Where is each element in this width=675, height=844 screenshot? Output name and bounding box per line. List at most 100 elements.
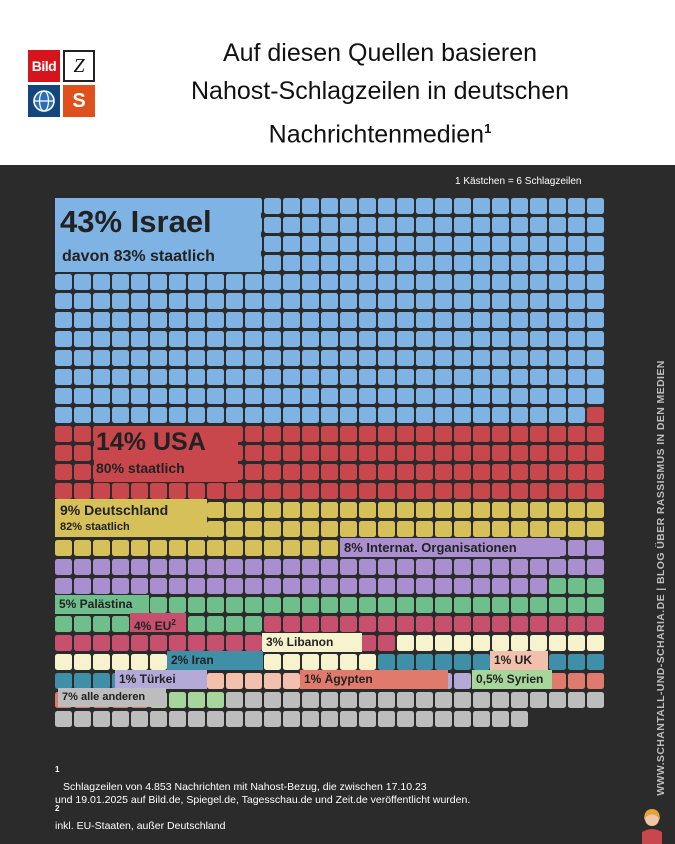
waffle-square-io — [416, 578, 433, 595]
footnote-1-line-2: und 19.01.2025 auf Bild.de, Spiegel.de, … — [55, 793, 471, 806]
waffle-square-libanon — [568, 635, 585, 652]
waffle-square-israel — [74, 331, 91, 348]
waffle-square-israel — [530, 407, 547, 424]
waffle-square-israel — [568, 407, 585, 424]
waffle-square-iran — [435, 654, 452, 671]
waffle-square-israel — [207, 293, 224, 310]
waffle-square-israel — [568, 350, 585, 367]
waffle-square-israel — [55, 350, 72, 367]
waffle-square-eu — [169, 635, 186, 652]
waffle-square-io — [321, 559, 338, 576]
label-israel-title: 43% Israel — [60, 204, 212, 239]
label-eu-mark: 2 — [171, 618, 176, 627]
waffle-square-andere — [302, 692, 319, 709]
waffle-square-israel — [397, 217, 414, 234]
waffle-square-deutschland — [245, 502, 262, 519]
waffle-square-io — [530, 559, 547, 576]
waffle-square-israel — [568, 236, 585, 253]
waffle-square-deutschland — [549, 521, 566, 538]
waffle-square-israel — [207, 350, 224, 367]
waffle-square-deutschland — [435, 502, 452, 519]
waffle-square-israel — [473, 350, 490, 367]
waffle-square-israel — [530, 217, 547, 234]
waffle-square-israel — [473, 407, 490, 424]
waffle-square-israel — [416, 312, 433, 329]
waffle-square-israel — [55, 331, 72, 348]
waffle-square-andere — [416, 692, 433, 709]
waffle-square-io — [340, 578, 357, 595]
waffle-square-io — [264, 559, 281, 576]
waffle-square-deutschland — [359, 521, 376, 538]
label-eu-text: 4% EU — [134, 619, 172, 633]
waffle-square-andere — [188, 711, 205, 728]
waffle-square-israel — [568, 369, 585, 386]
waffle-square-israel — [245, 350, 262, 367]
waffle-square-io — [530, 578, 547, 595]
waffle-square-usa — [55, 464, 72, 481]
label-deutschland-title: 9% Deutschland — [60, 502, 169, 518]
waffle-square-israel — [359, 274, 376, 291]
tagesschau-logo — [28, 85, 60, 117]
waffle-square-deutschland — [492, 521, 509, 538]
waffle-square-palaestina — [530, 597, 547, 614]
waffle-square-io — [188, 559, 205, 576]
waffle-square-uk — [207, 673, 224, 690]
waffle-square-israel — [340, 312, 357, 329]
waffle-square-israel — [435, 369, 452, 386]
waffle-square-iran — [74, 673, 91, 690]
waffle-square-deutschland — [302, 502, 319, 519]
waffle-square-palaestina — [169, 597, 186, 614]
waffle-square-israel — [397, 350, 414, 367]
waffle-square-andere — [454, 692, 471, 709]
waffle-square-io — [511, 578, 528, 595]
waffle-square-usa — [568, 426, 585, 443]
waffle-square-israel — [169, 350, 186, 367]
waffle-square-usa — [587, 407, 604, 424]
spiegel-logo: S — [63, 85, 95, 117]
waffle-square-israel — [188, 369, 205, 386]
footnote-2-text: inkl. EU-Staaten, außer Deutschland — [55, 819, 226, 832]
waffle-square-israel — [454, 255, 471, 272]
label-aegypten: 1% Ägypten — [300, 670, 448, 689]
waffle-square-palaestina — [302, 597, 319, 614]
waffle-square-israel — [454, 293, 471, 310]
waffle-square-israel — [587, 331, 604, 348]
waffle-square-israel — [359, 217, 376, 234]
waffle-square-deutschland — [188, 540, 205, 557]
waffle-square-andere — [511, 711, 528, 728]
waffle-square-deutschland — [587, 521, 604, 538]
waffle-square-israel — [302, 198, 319, 215]
author-avatar — [642, 809, 662, 844]
waffle-square-deutschland — [530, 502, 547, 519]
waffle-square-israel — [511, 407, 528, 424]
waffle-square-andere — [245, 711, 262, 728]
waffle-square-usa — [397, 445, 414, 462]
label-deutschland-sub: 82% staatlich — [60, 521, 130, 533]
waffle-square-deutschland — [378, 521, 395, 538]
waffle-square-palaestina — [321, 597, 338, 614]
waffle-square-israel — [530, 255, 547, 272]
waffle-square-eu — [245, 635, 262, 652]
footnote-1-mark: 1 — [55, 765, 60, 774]
waffle-square-usa — [530, 445, 547, 462]
waffle-square-andere — [245, 692, 262, 709]
waffle-square-israel — [416, 217, 433, 234]
waffle-square-eu — [93, 635, 110, 652]
waffle-square-deutschland — [511, 521, 528, 538]
waffle-square-deutschland — [359, 502, 376, 519]
waffle-square-israel — [264, 350, 281, 367]
waffle-square-israel — [302, 369, 319, 386]
label-israel: 43% Israel davon 83% staatlich — [55, 198, 261, 272]
waffle-square-libanon — [511, 635, 528, 652]
waffle-square-io — [340, 559, 357, 576]
waffle-square-israel — [511, 388, 528, 405]
waffle-square-israel — [112, 293, 129, 310]
waffle-square-israel — [207, 331, 224, 348]
waffle-square-iran — [55, 673, 72, 690]
waffle-square-israel — [340, 274, 357, 291]
waffle-square-israel — [226, 331, 243, 348]
waffle-square-israel — [226, 312, 243, 329]
waffle-square-israel — [264, 312, 281, 329]
label-uk: 1% UK — [490, 651, 548, 670]
waffle-square-israel — [568, 331, 585, 348]
